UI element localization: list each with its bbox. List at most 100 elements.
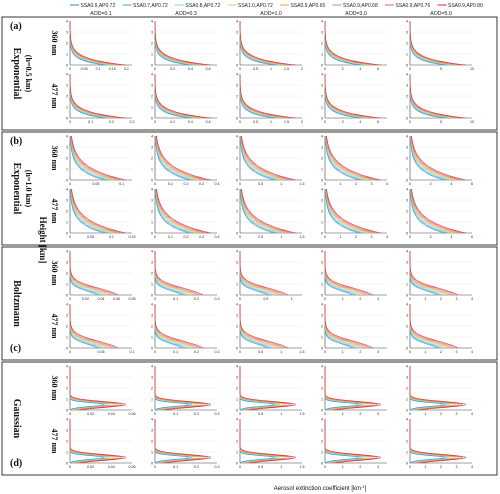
- profile-curve: [240, 135, 290, 181]
- x-tick-label: 0: [409, 235, 411, 239]
- y-tick-label: 2: [321, 386, 323, 390]
- y-tick-label: 2: [151, 324, 153, 328]
- y-tick-label: 2: [406, 94, 408, 98]
- x-tick-label: 3: [377, 350, 379, 354]
- profile-curve: [241, 135, 296, 181]
- profile-curve: [155, 135, 199, 181]
- profile-curve: [239, 303, 289, 349]
- x-tick-label: 0.1: [168, 182, 173, 186]
- subplot: 0 1 2 3 4 0 0.5 1 1.5: [236, 187, 305, 239]
- profile-curve: [324, 250, 374, 296]
- profile-curve: [69, 366, 126, 411]
- x-tick-label: 0: [154, 412, 156, 416]
- y-tick-label: 0: [406, 178, 408, 182]
- profile-curve: [240, 188, 287, 234]
- profile-curve: [325, 188, 375, 234]
- group-frame: [1, 361, 498, 476]
- x-tick-label: 2: [355, 182, 357, 186]
- profile-curve: [411, 188, 466, 234]
- profile-curve: [156, 188, 211, 234]
- profile-curve: [70, 135, 114, 181]
- y-tick-label: 2: [321, 439, 323, 443]
- profile-curve: [326, 188, 381, 234]
- x-tick-label: 2: [359, 350, 361, 354]
- x-tick-label: 2: [359, 297, 361, 301]
- x-tick-label: 0: [239, 465, 241, 469]
- y-tick-label: 3: [236, 313, 238, 317]
- y-tick-label: 0: [321, 293, 323, 297]
- subplot: 0 1 2 3 4 0 0.1 0.2 0.3: [151, 364, 220, 416]
- y-tick-label: 4: [151, 249, 153, 253]
- profile-curve: [410, 135, 460, 181]
- y-tick-label: 1: [66, 397, 68, 401]
- y-tick-label: 3: [406, 313, 408, 317]
- x-tick-label: 4: [359, 67, 361, 71]
- profile-curve: [409, 20, 466, 66]
- y-tick-label: 2: [406, 271, 408, 275]
- y-tick-label: 3: [151, 30, 153, 34]
- y-tick-label: 1: [321, 450, 323, 454]
- y-tick-label: 2: [321, 41, 323, 45]
- x-tick-label: 0.3: [199, 182, 204, 186]
- x-tick-label: 1: [280, 350, 282, 354]
- y-tick-label: 4: [236, 302, 238, 306]
- x-tick-label: 1: [280, 412, 282, 416]
- x-tick-label: 1: [425, 297, 427, 301]
- y-tick-label: 3: [66, 30, 68, 34]
- subplot: 0 1 2 3 4 0 0.1 0.2 0.3: [151, 249, 220, 301]
- x-tick-label: 1: [342, 412, 344, 416]
- x-tick-label: 0.05: [81, 67, 88, 71]
- profile-curve: [155, 188, 205, 234]
- x-tick-label: 0.1: [173, 465, 178, 469]
- y-tick-label: 2: [151, 386, 153, 390]
- x-tick-label: 0.06: [113, 297, 120, 301]
- profile-name-label: Boltzmann: [11, 280, 22, 327]
- y-tick-label: 3: [236, 260, 238, 264]
- y-tick-label: 1: [151, 105, 153, 109]
- y-tick-label: 0: [236, 116, 238, 120]
- x-tick-label: 0: [324, 67, 326, 71]
- x-tick-label: 2: [440, 412, 442, 416]
- profile-curve: [156, 135, 208, 181]
- x-tick-label: 0.1: [88, 120, 93, 124]
- y-tick-label: 2: [151, 271, 153, 275]
- profile-curve: [71, 135, 123, 181]
- x-tick-label: 1: [342, 297, 344, 301]
- y-tick-label: 1: [66, 52, 68, 56]
- y-axis-title: Height [km]: [38, 217, 48, 264]
- legend-label: SSA0.9,AP0.76: [396, 3, 431, 9]
- x-tick-label: 0.1: [173, 412, 178, 416]
- subplot: 0 1 2 3 4 0 1 2 3: [321, 249, 387, 301]
- y-tick-label: 4: [236, 134, 238, 138]
- y-tick-label: 4: [321, 364, 323, 368]
- x-tick-label: 1: [291, 297, 293, 301]
- subplot: 0 1 2 3 4 0 0.05 0.1 0.15 0.2: [66, 19, 132, 71]
- x-tick-label: 0.5: [253, 67, 258, 71]
- y-tick-label: 4: [151, 19, 153, 23]
- x-tick-label: 0: [239, 120, 241, 124]
- x-tick-label: 0.06: [129, 412, 136, 416]
- profile-curve: [70, 188, 120, 234]
- x-tick-label: 2: [359, 412, 361, 416]
- y-tick-label: 1: [321, 52, 323, 56]
- y-tick-label: 2: [236, 271, 238, 275]
- profile-curve: [154, 366, 211, 411]
- x-tick-label: 0: [239, 67, 241, 71]
- profile-curve: [409, 419, 466, 464]
- wavelength-label: 360 nm: [50, 260, 59, 285]
- y-tick-label: 0: [236, 63, 238, 67]
- y-tick-label: 4: [321, 134, 323, 138]
- y-tick-label: 4: [406, 364, 408, 368]
- y-tick-label: 4: [406, 19, 408, 23]
- y-tick-label: 0: [406, 116, 408, 120]
- x-tick-label: 0: [154, 120, 156, 124]
- x-tick-label: 2: [355, 235, 357, 239]
- x-tick-label: 0.2: [184, 235, 189, 239]
- x-tick-label: 0.5: [258, 412, 263, 416]
- x-tick-label: 3: [377, 297, 379, 301]
- y-tick-label: 0: [321, 116, 323, 120]
- x-tick-label: 2: [440, 350, 442, 354]
- y-tick-label: 2: [406, 156, 408, 160]
